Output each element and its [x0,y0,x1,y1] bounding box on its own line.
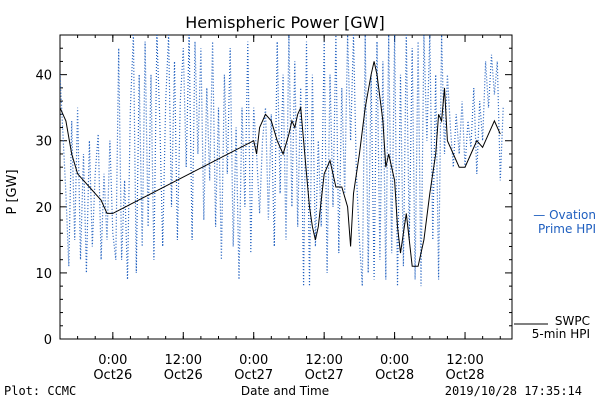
x-tick-label-date: Oct27 [305,368,344,383]
x-tick-label-time: 12:00 [305,353,342,368]
x-tick-label-date: Oct28 [446,368,485,383]
x-tick-label-time: 0:00 [239,353,268,368]
x-tick-label-date: Oct27 [234,368,273,383]
y-tick-label: 10 [35,267,52,282]
x-axis-label: Date and Time [241,384,329,398]
legend-swpc-line2: 5-min HPI [532,327,590,341]
series-line-ovation [60,35,504,287]
series-line-swpc [60,61,501,267]
x-tick-label-date: Oct28 [375,368,414,383]
plot-frame [59,34,513,340]
y-tick-label: 0 [44,333,52,348]
x-tick-label-time: 12:00 [165,353,202,368]
chart-title: Hemispheric Power [GW] [185,13,384,32]
y-tick-label: 30 [35,135,52,150]
legend-ovation-line1: — Ovation [533,208,596,222]
x-tick-label-date: Oct26 [93,368,132,383]
x-tick-label-time: 0:00 [380,353,409,368]
legend-ovation-line2: Prime HPI [538,222,596,236]
y-axis-label: P [GW] [5,169,20,214]
legend-swpc-line1: SWPC [555,314,590,328]
y-tick-label: 40 [35,69,52,84]
y-tick-label: 20 [35,201,52,216]
plot-timestamp: 2019/10/28 17:35:14 [445,384,582,398]
plot-credit: Plot: CCMC [4,384,76,398]
x-tick-label-time: 0:00 [98,353,127,368]
x-tick-label-date: Oct26 [164,368,203,383]
x-tick-label-time: 12:00 [446,353,483,368]
plot-area: 0102030400:00Oct2612:00Oct260:00Oct2712:… [35,34,513,383]
